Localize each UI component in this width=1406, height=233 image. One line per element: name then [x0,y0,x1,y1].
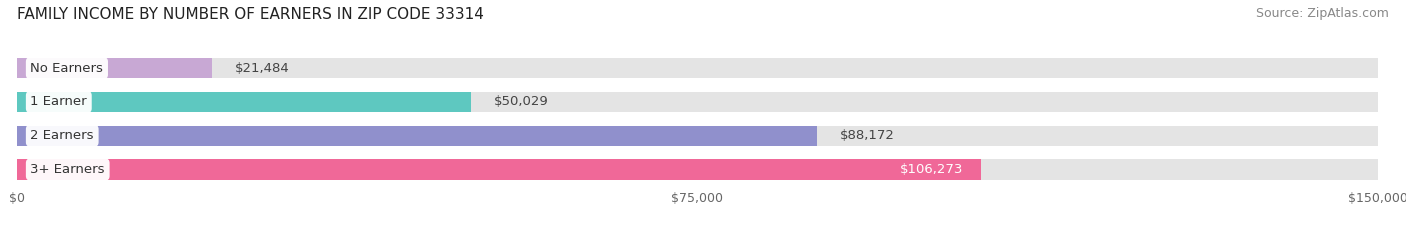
Bar [17,159,1378,180]
Text: $106,273: $106,273 [900,163,963,176]
Text: 2 Earners: 2 Earners [31,129,94,142]
Bar [17,58,212,78]
Bar [17,92,1378,112]
Bar [17,126,817,146]
Text: FAMILY INCOME BY NUMBER OF EARNERS IN ZIP CODE 33314: FAMILY INCOME BY NUMBER OF EARNERS IN ZI… [17,7,484,22]
Text: No Earners: No Earners [31,62,104,75]
Text: 1 Earner: 1 Earner [31,96,87,108]
Text: $88,172: $88,172 [839,129,894,142]
Bar [17,159,981,180]
Bar [17,126,1378,146]
Text: $21,484: $21,484 [235,62,290,75]
Text: 3+ Earners: 3+ Earners [31,163,105,176]
Bar [17,92,471,112]
Bar [17,58,1378,78]
Text: Source: ZipAtlas.com: Source: ZipAtlas.com [1256,7,1389,20]
Text: $50,029: $50,029 [494,96,548,108]
